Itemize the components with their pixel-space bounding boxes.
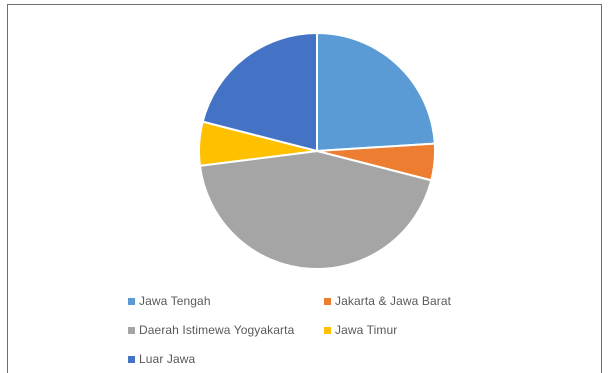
legend-item-jawa-tengah: Jawa Tengah [128, 294, 211, 308]
legend-item-luar-jawa: Luar Jawa [128, 352, 195, 366]
legend-swatch-icon [324, 326, 331, 334]
chart-area: Jawa Tengah Jakarta & Jawa Barat Daerah … [7, 4, 602, 373]
legend-label: Jakarta & Jawa Barat [335, 294, 452, 308]
legend-swatch-icon [324, 297, 331, 305]
legend-item-daerah-istimewa-yogyakarta: Daerah Istimewa Yogyakarta [128, 323, 294, 337]
pie-slice-jawa-tengah [316, 32, 436, 152]
legend-label: Luar Jawa [139, 352, 196, 366]
legend-swatch-icon [128, 297, 135, 305]
legend-swatch-icon [128, 355, 135, 363]
legend-label: Jawa Tengah [139, 294, 211, 308]
pie-slice-daerah-istimewa-yogyakarta [198, 150, 433, 270]
legend-item-jawa-timur: Jawa Timur [324, 323, 397, 337]
pie-chart [198, 32, 436, 270]
legend-item-jakarta-jawa-barat: Jakarta & Jawa Barat [324, 294, 451, 308]
legend-swatch-icon [128, 326, 135, 334]
legend-label: Daerah Istimewa Yogyakarta [139, 323, 295, 337]
legend-label: Jawa Timur [335, 323, 398, 337]
pie-slice-luar-jawa [201, 32, 318, 152]
